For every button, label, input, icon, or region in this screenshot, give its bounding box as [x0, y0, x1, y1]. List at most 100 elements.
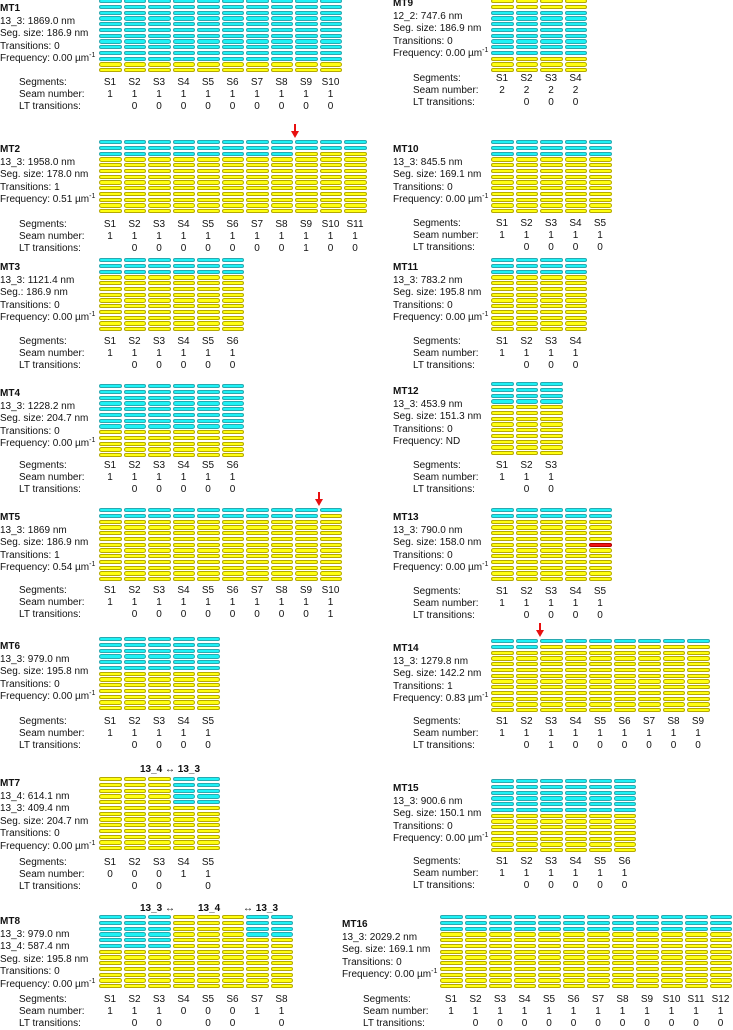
- protofilament-cyan: [515, 258, 538, 263]
- protofilament-yellow: [540, 209, 563, 214]
- protofilament-cyan: [491, 50, 514, 56]
- protofilament-yellow: [221, 453, 244, 458]
- protofilament-cyan: [491, 16, 514, 21]
- frequency-value: Frequency: 0.00 µm: [0, 691, 90, 703]
- seam-value: 1: [670, 728, 677, 739]
- lattice-type-header: 13_4 ↔ 13_3: [140, 764, 201, 775]
- seam-value: 1: [472, 1006, 479, 1017]
- protofilament-yellow: [172, 571, 195, 576]
- protofilament-yellow: [148, 811, 171, 816]
- info-line: 13_4: 614.1 nm: [0, 790, 70, 802]
- protofilament-yellow: [685, 984, 708, 989]
- segments-value: S6: [226, 336, 239, 347]
- protofilament-yellow: [685, 943, 708, 949]
- seam-value: 1: [572, 230, 579, 241]
- protofilament-yellow: [562, 978, 585, 983]
- protofilament-cyan: [319, 39, 342, 44]
- protofilament-yellow: [270, 186, 293, 191]
- protofilament-yellow: [197, 203, 220, 208]
- protofilament-yellow: [295, 151, 318, 156]
- protofilament-yellow: [270, 943, 293, 949]
- protofilament-cyan: [221, 4, 244, 10]
- protofilament-cyan: [611, 920, 634, 926]
- protofilament-cyan: [172, 648, 195, 653]
- info-line: Seg. size: 150.1 nm: [393, 808, 482, 820]
- protofilament-yellow: [589, 644, 612, 650]
- protofilament-yellow: [540, 157, 563, 162]
- protofilament-yellow: [636, 955, 659, 960]
- protofilament-yellow: [246, 186, 269, 191]
- protofilament-cyan: [197, 665, 220, 671]
- protofilament-yellow: [515, 286, 538, 292]
- protofilament-yellow: [491, 62, 514, 67]
- protofilament-yellow: [99, 978, 122, 983]
- protofilament-yellow: [246, 938, 269, 943]
- info-line: 13_3: 409.4 nm: [0, 803, 70, 815]
- frequency-line: Frequency: 0.51 µm-1: [0, 193, 95, 207]
- protofilament-yellow: [197, 805, 220, 811]
- lt-value: 0: [327, 101, 334, 112]
- protofilament-yellow: [440, 984, 463, 989]
- protofilament-yellow: [562, 955, 585, 960]
- protofilament-yellow: [491, 842, 514, 847]
- protofilament-yellow: [295, 203, 318, 208]
- protofilament-cyan: [123, 45, 146, 50]
- protofilament-yellow: [246, 536, 269, 542]
- protofilament-cyan: [197, 4, 220, 10]
- protofilament-cyan: [613, 779, 636, 784]
- protofilament-yellow: [540, 525, 563, 530]
- protofilament-yellow: [540, 708, 563, 713]
- segments-value: S4: [177, 219, 190, 230]
- protofilament-yellow: [319, 168, 342, 174]
- protofilament-cyan: [221, 10, 244, 15]
- protofilament-yellow: [148, 554, 171, 559]
- protofilament-yellow: [589, 191, 612, 197]
- protofilament-yellow: [660, 984, 683, 989]
- protofilament-yellow: [246, 966, 269, 972]
- protofilament-yellow: [197, 157, 220, 162]
- protofilament-cyan: [662, 639, 685, 644]
- protofilament-yellow: [221, 304, 244, 309]
- protofilament-cyan: [491, 39, 514, 44]
- lt-value: 0: [523, 360, 530, 371]
- protofilament-yellow: [197, 197, 220, 202]
- protofilament-cyan: [197, 263, 220, 269]
- protofilament-yellow: [687, 679, 710, 684]
- protofilament-cyan: [172, 665, 195, 671]
- lt-value: 0: [717, 1018, 724, 1029]
- panel-title: MT16: [342, 919, 368, 930]
- protofilament-cyan: [123, 384, 146, 389]
- protofilament-cyan: [515, 399, 538, 404]
- protofilament-yellow: [491, 321, 514, 326]
- protofilament-yellow: [197, 683, 220, 688]
- protofilament-cyan: [464, 920, 487, 926]
- protofilament-cyan: [295, 513, 318, 519]
- protofilament-yellow: [564, 667, 587, 673]
- protofilament-yellow: [589, 836, 612, 841]
- protofilament-yellow: [197, 846, 220, 851]
- protofilament-cyan: [515, 790, 538, 795]
- protofilament-yellow: [564, 571, 587, 576]
- protofilament-yellow: [197, 823, 220, 828]
- protofilament-cyan: [540, 140, 563, 145]
- protofilament-yellow: [197, 938, 220, 943]
- segments-value: S3: [152, 994, 166, 1005]
- info-line: Transitions: 0: [393, 181, 453, 193]
- protofilament-cyan: [172, 33, 195, 38]
- protofilament-yellow: [638, 708, 661, 713]
- protofilament-yellow: [540, 180, 563, 185]
- protofilament-yellow: [172, 186, 195, 191]
- panel-title: MT2: [0, 144, 20, 155]
- protofilament-cyan: [197, 654, 220, 659]
- protofilament-yellow: [564, 327, 587, 332]
- protofilament-yellow: [221, 926, 244, 931]
- protofilament-yellow: [123, 846, 146, 851]
- protofilament-yellow: [540, 571, 563, 576]
- protofilament-yellow: [172, 706, 195, 711]
- protofilament-yellow: [491, 304, 514, 309]
- protofilament-yellow: [709, 938, 732, 943]
- protofilament-yellow: [270, 525, 293, 530]
- protofilament-cyan: [123, 22, 146, 27]
- protofilament-cyan: [246, 56, 269, 61]
- protofilament-yellow: [611, 938, 634, 943]
